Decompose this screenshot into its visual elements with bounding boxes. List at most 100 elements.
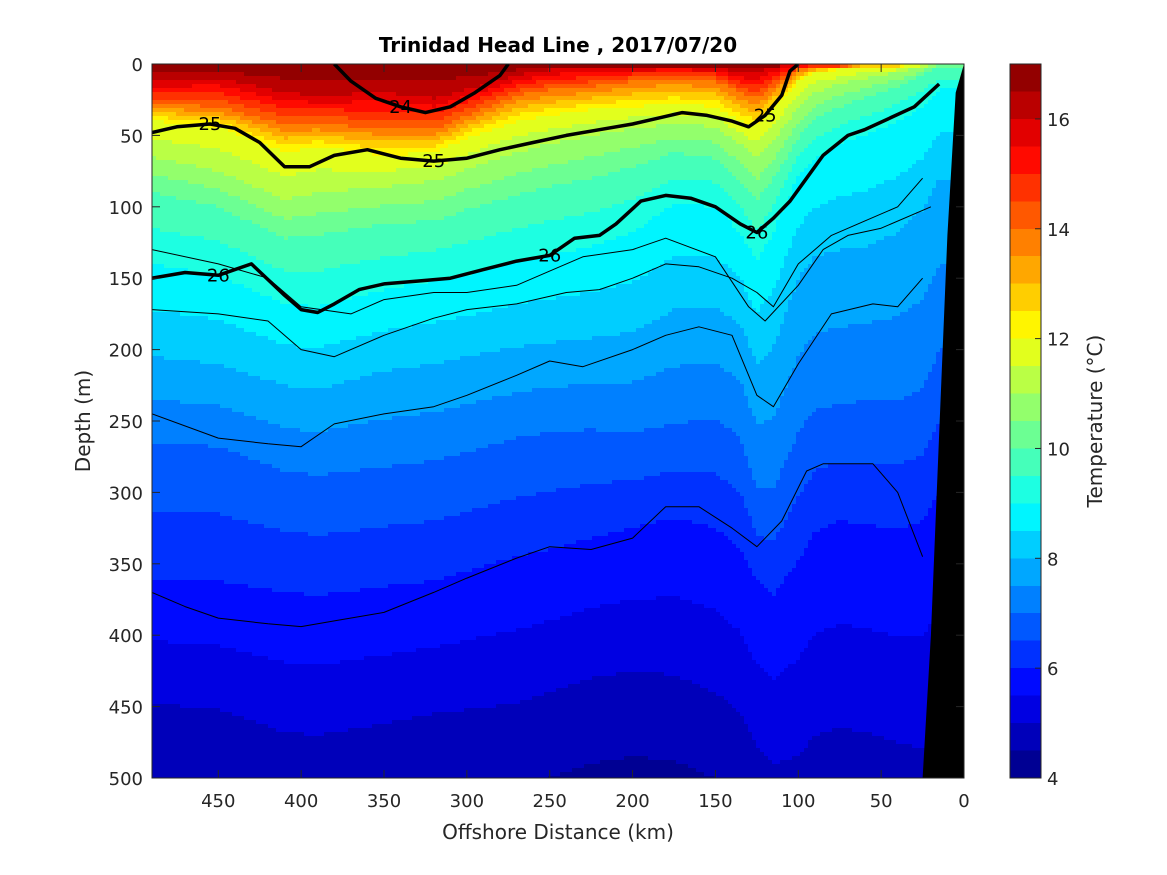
temperature-cell <box>200 236 205 273</box>
temperature-cell <box>912 216 917 305</box>
temperature-cell <box>736 380 741 437</box>
temperature-cell <box>564 68 569 73</box>
temperature-cell <box>696 76 701 81</box>
temperature-cell <box>228 212 233 249</box>
temperature-cell <box>364 656 369 729</box>
temperature-cell <box>528 260 533 301</box>
temperature-cell <box>680 256 685 309</box>
temperature-cell <box>432 220 437 253</box>
temperature-cell <box>820 408 825 469</box>
temperature-cell <box>204 64 209 73</box>
temperature-cell <box>320 140 325 149</box>
temperature-cell <box>428 136 433 141</box>
temperature-cell <box>440 132 445 137</box>
temperature-cell <box>396 524 401 585</box>
temperature-cell <box>508 304 513 349</box>
temperature-cell <box>608 64 613 69</box>
temperature-cell <box>536 168 541 189</box>
density-contour-thin <box>152 206 932 322</box>
temperature-cell <box>548 104 553 109</box>
temperature-cell <box>436 248 441 281</box>
temperature-cell <box>412 416 417 465</box>
temperature-cell <box>812 336 817 413</box>
temperature-cell <box>224 648 229 713</box>
temperature-cell <box>728 372 733 429</box>
temperature-cell <box>592 104 597 109</box>
temperature-cell <box>308 308 313 349</box>
temperature-cell <box>528 88 533 93</box>
temperature-cell <box>212 448 217 513</box>
temperature-cell <box>924 72 929 89</box>
temperature-cell <box>712 100 717 109</box>
temperature-cell <box>880 464 885 529</box>
temperature-cell <box>292 216 297 237</box>
temperature-cell <box>536 188 541 225</box>
temperature-cell <box>308 536 313 597</box>
temperature-cell <box>700 68 705 73</box>
temperature-cell <box>468 188 473 209</box>
temperature-cell <box>692 364 697 421</box>
temperature-cell <box>868 464 873 525</box>
temperature-cell <box>500 80 505 85</box>
temperature-cell <box>564 108 569 113</box>
temperature-cell <box>848 120 853 141</box>
temperature-cell <box>420 648 425 717</box>
temperature-cell <box>460 276 465 317</box>
temperature-cell <box>512 96 517 105</box>
temperature-cell <box>324 732 329 778</box>
temperature-cell <box>824 332 829 409</box>
temperature-cell <box>852 248 857 325</box>
temperature-cell <box>912 460 917 525</box>
temperature-cell <box>868 68 873 73</box>
temperature-cell <box>688 520 693 601</box>
temperature-cell <box>284 200 289 221</box>
temperature-cell <box>724 76 729 81</box>
temperature-cell <box>172 160 177 181</box>
temperature-cell <box>336 80 341 97</box>
temperature-cell <box>508 88 513 93</box>
temperature-cell <box>192 100 197 105</box>
temperature-cell <box>576 68 581 73</box>
temperature-cell <box>280 92 285 101</box>
temperature-cell <box>732 84 737 89</box>
temperature-cell <box>584 112 589 125</box>
temperature-cell <box>420 464 425 525</box>
temperature-cell <box>756 104 761 113</box>
temperature-cell <box>572 64 577 69</box>
temperature-cell <box>524 192 529 229</box>
temperature-cell <box>584 104 589 113</box>
temperature-cell <box>284 220 289 241</box>
temperature-cell <box>476 708 481 778</box>
temperature-cell <box>588 764 593 778</box>
temperature-cell <box>836 76 841 85</box>
temperature-cell <box>864 248 869 325</box>
temperature-cell <box>540 624 545 697</box>
temperature-cell <box>572 140 577 161</box>
temperature-cell <box>360 128 365 133</box>
temperature-cell <box>356 100 361 113</box>
temperature-cell <box>184 124 189 145</box>
temperature-cell <box>568 140 573 161</box>
temperature-cell <box>296 732 301 778</box>
temperature-cell <box>632 108 637 117</box>
temperature-cell <box>548 164 553 189</box>
temperature-cell <box>652 188 657 217</box>
temperature-cell <box>544 256 549 301</box>
temperature-cell <box>740 716 745 778</box>
temperature-cell <box>744 644 749 725</box>
temperature-cell <box>744 724 749 778</box>
temperature-cell <box>688 124 693 141</box>
temperature-cell <box>544 72 549 77</box>
temperature-cell <box>736 68 741 73</box>
temperature-cell <box>252 76 257 85</box>
temperature-cell <box>656 428 661 477</box>
temperature-cell <box>312 148 317 173</box>
temperature-cell <box>240 72 245 85</box>
temperature-cell <box>240 84 245 93</box>
temperature-cell <box>840 144 845 197</box>
temperature-cell <box>760 252 765 305</box>
temperature-cell <box>700 256 705 309</box>
temperature-cell <box>484 124 489 133</box>
temperature-cell <box>748 220 753 249</box>
temperature-cell <box>720 264 725 313</box>
